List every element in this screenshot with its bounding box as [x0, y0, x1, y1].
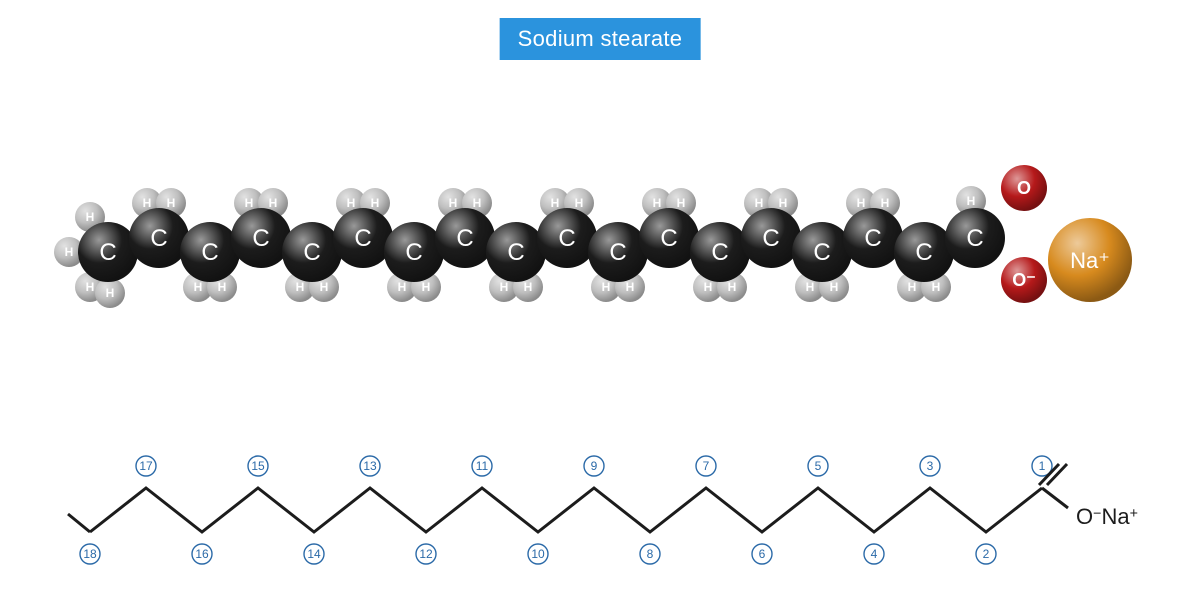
svg-text:15: 15	[251, 459, 265, 473]
svg-text:11: 11	[476, 459, 489, 473]
svg-text:18: 18	[83, 547, 97, 561]
svg-text:4: 4	[871, 547, 878, 561]
carbon-number: 12	[416, 544, 436, 564]
svg-text:6: 6	[759, 547, 766, 561]
carbon-number: 5	[808, 456, 828, 476]
carbon-number: 13	[360, 456, 380, 476]
carbon-number: 3	[920, 456, 940, 476]
svg-text:2: 2	[983, 547, 990, 561]
carbon-number: 7	[696, 456, 716, 476]
svg-text:8: 8	[647, 547, 654, 561]
svg-text:5: 5	[815, 459, 822, 473]
skeletal-formula: 18 17 16 15 14 13 12 11 10 9 8 7 6 5 4 3 2 1 O−Na+	[0, 0, 1200, 603]
svg-text:9: 9	[591, 459, 598, 473]
carbon-number: 14	[304, 544, 324, 564]
end-group-label: O−Na+	[1076, 504, 1138, 529]
carbon-number: 6	[752, 544, 772, 564]
svg-text:10: 10	[531, 547, 545, 561]
carbon-number: 4	[864, 544, 884, 564]
carbon-number: 18	[80, 544, 100, 564]
carbon-number: 17	[136, 456, 156, 476]
carbon-number: 10	[528, 544, 548, 564]
svg-text:16: 16	[195, 547, 209, 561]
svg-text:3: 3	[927, 459, 934, 473]
terminal-bond	[68, 514, 90, 532]
svg-text:7: 7	[703, 459, 710, 473]
single-bond	[1042, 488, 1068, 508]
svg-text:12: 12	[419, 547, 433, 561]
svg-text:17: 17	[139, 459, 153, 473]
svg-text:13: 13	[363, 459, 377, 473]
carbon-number: 15	[248, 456, 268, 476]
carbon-number: 16	[192, 544, 212, 564]
carbon-number: 9	[584, 456, 604, 476]
skeletal-chain	[90, 488, 1042, 532]
svg-text:14: 14	[307, 547, 321, 561]
carbon-number: 2	[976, 544, 996, 564]
svg-text:1: 1	[1039, 459, 1046, 473]
carbon-number: 8	[640, 544, 660, 564]
carbon-number: 11	[472, 456, 492, 476]
